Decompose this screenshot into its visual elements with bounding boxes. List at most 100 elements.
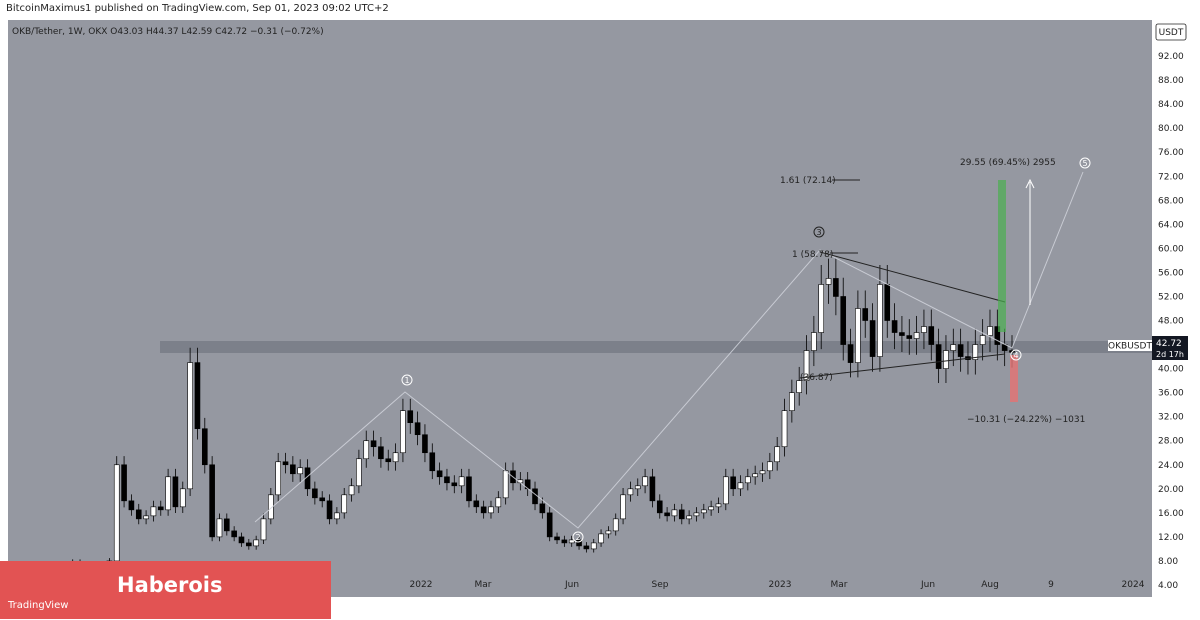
price-tick-label: 92.00 (1158, 52, 1184, 62)
time-tick-label: Jun (920, 580, 935, 590)
time-tick-label: 2023 (769, 580, 792, 590)
candle-down (444, 476, 450, 484)
time-tick-label: 9 (1048, 580, 1054, 590)
target-arrow-head (1025, 178, 1035, 189)
candle-up (275, 461, 281, 496)
candle-up (877, 284, 883, 357)
candle-up (495, 497, 502, 508)
candle-down (414, 422, 421, 436)
price-tick-label: 8.00 (1158, 557, 1178, 567)
plot-area[interactable] (8, 20, 1152, 597)
stop-label: −10.31 (−24.22%) −1031 (967, 415, 1085, 425)
publish-info: BitcoinMaximus1 published on TradingView… (6, 3, 389, 14)
candle-up (811, 332, 817, 351)
price-tick-label: 16.00 (1158, 509, 1184, 519)
candle-down (172, 476, 179, 508)
wave-1-marker: 1 (401, 374, 413, 386)
candle-up (165, 476, 171, 511)
candle-up (943, 350, 949, 369)
fib-161-label: 1.61 (72.14) (780, 176, 836, 186)
candle-up (686, 515, 692, 520)
price-tick-label: 12.00 (1158, 533, 1184, 543)
wave-5-number: 5 (1082, 159, 1087, 168)
triangle-upper-line (819, 251, 1006, 303)
triangle-lower-line (799, 353, 1006, 379)
price-axis[interactable] (1152, 20, 1200, 597)
wave-3-number: 3 (816, 228, 821, 237)
candle-down (290, 464, 296, 475)
stop-zone (1010, 355, 1018, 402)
candle-down (957, 344, 964, 357)
fib-base-label: (36.87) (800, 373, 833, 383)
candle-up (179, 488, 186, 508)
candle-up (502, 470, 509, 499)
price-tick-label: 84.00 (1158, 100, 1184, 110)
candle-down (157, 506, 164, 511)
candle-up (715, 503, 722, 508)
candle-up (700, 509, 707, 514)
candle-down (121, 464, 127, 502)
candle-down (664, 512, 670, 517)
symbol-tag (1108, 340, 1152, 351)
candle-up (612, 518, 619, 532)
candle-down (312, 488, 318, 499)
candle-down (899, 332, 905, 336)
candle-down (238, 536, 245, 544)
candle-up (708, 506, 714, 511)
candles (11, 258, 1015, 589)
brand-label: Haberois (117, 573, 223, 597)
candle-down (209, 464, 215, 538)
currency-badge[interactable] (1155, 23, 1187, 41)
candle-down (546, 512, 553, 538)
price-tick-label: 64.00 (1158, 220, 1184, 230)
candle-down (370, 440, 377, 448)
currency-label: USDT (1159, 28, 1184, 38)
candle-down (656, 500, 663, 514)
candle-down (135, 509, 142, 520)
candle-up (598, 533, 604, 544)
time-tick-label: Mar (831, 580, 848, 590)
time-tick-label: 2022 (410, 580, 433, 590)
candle-down (539, 503, 546, 514)
time-tick-label: Sep (652, 580, 669, 590)
candle-down (833, 278, 839, 297)
candle-up (987, 326, 993, 336)
candle-up (825, 278, 832, 285)
candle-down (436, 470, 443, 478)
candle-up (855, 308, 861, 363)
wave-2-marker: 2 (572, 531, 584, 543)
price-tag (1152, 336, 1188, 360)
candle-up (113, 464, 120, 562)
candle-down (994, 326, 1001, 345)
candle-down (201, 428, 208, 466)
candle-down (576, 539, 582, 547)
price-tick-label: 40.00 (1158, 365, 1184, 375)
support-band (160, 341, 1152, 353)
candle-up (781, 410, 788, 448)
candle-up (634, 485, 641, 490)
candle-up (972, 344, 979, 360)
candle-up (260, 518, 267, 541)
candle-up (950, 344, 957, 351)
candle-up (737, 482, 744, 490)
candle-down (466, 476, 472, 502)
candle-up (913, 332, 920, 339)
price-tick-label: 4.00 (1158, 581, 1178, 591)
candle-up (363, 440, 370, 460)
candle-up (488, 506, 494, 514)
tradingview-logo: TradingView (8, 600, 69, 611)
fib-1-label: 1 (58.78) (792, 250, 833, 260)
wave-4-marker: 4 (1010, 349, 1022, 361)
candle-down (678, 509, 685, 520)
candle-up (627, 488, 634, 496)
candle-down (473, 500, 480, 508)
candle-down (730, 476, 736, 490)
candle-down (407, 410, 414, 423)
price-tick-label: 28.00 (1158, 437, 1184, 447)
price-tick-label: 56.00 (1158, 268, 1184, 278)
candle-down (422, 434, 428, 454)
candle-down (429, 452, 436, 472)
symbol-tag-text: OKBUSDT (1108, 342, 1152, 352)
candle-down (884, 284, 891, 321)
